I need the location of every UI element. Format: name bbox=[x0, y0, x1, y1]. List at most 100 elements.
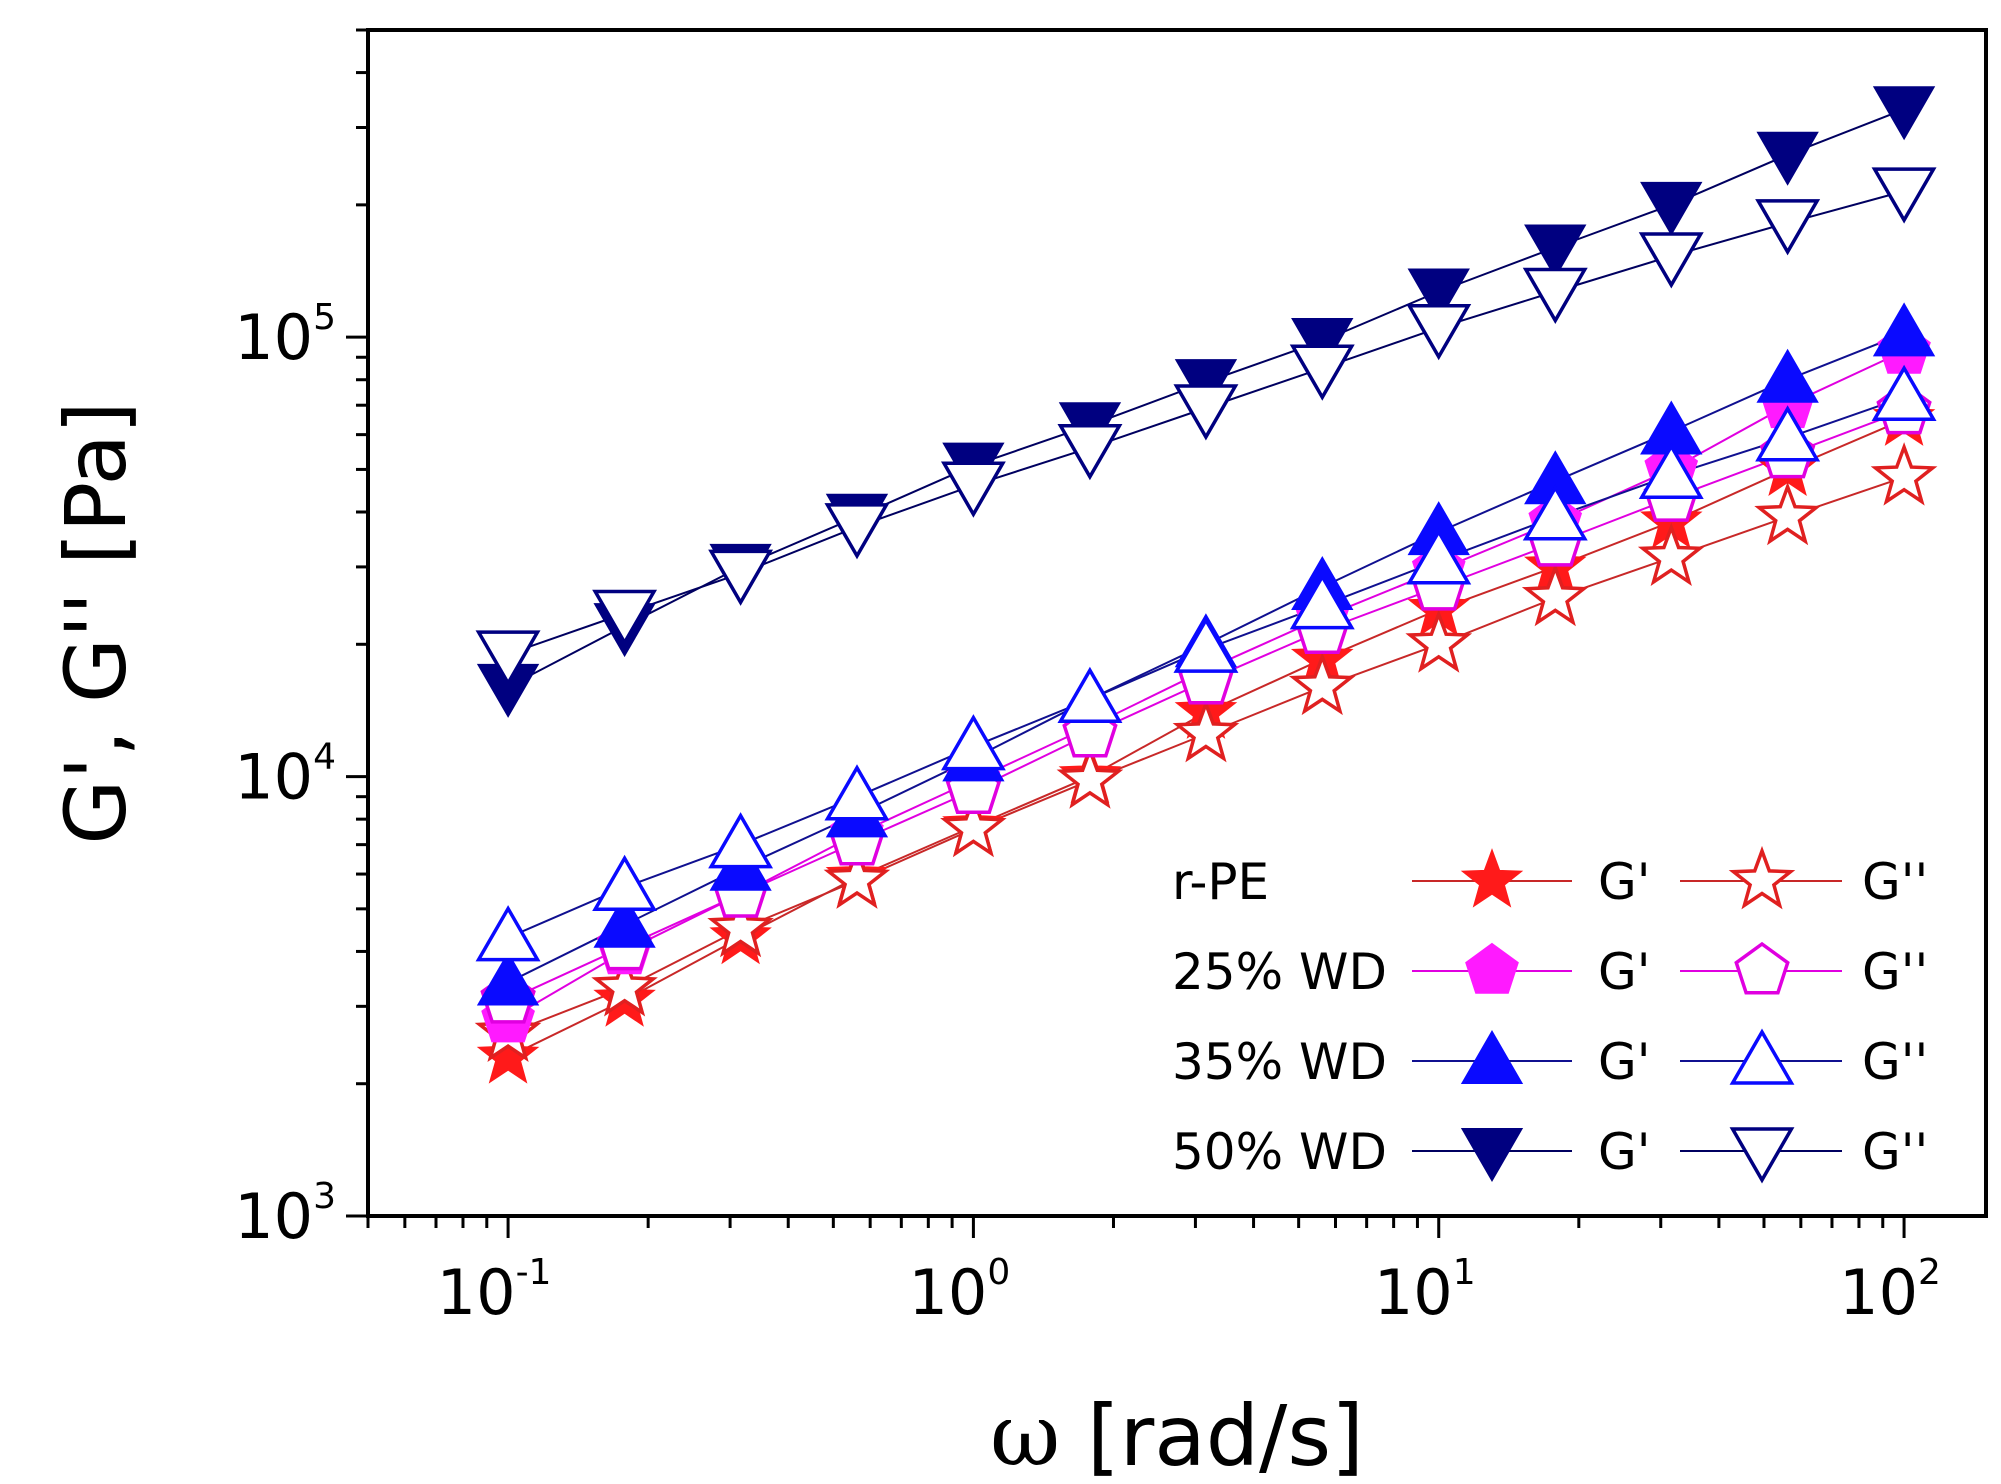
legend-row: 25% WD G' G'' bbox=[1172, 941, 1928, 1001]
series-points bbox=[475, 167, 1937, 687]
data-point bbox=[592, 854, 658, 911]
data-point bbox=[1756, 131, 1819, 186]
legend-marker bbox=[1728, 845, 1796, 910]
data-point bbox=[823, 845, 891, 909]
legend-group-label: 35% WD bbox=[1172, 1033, 1387, 1091]
legend-gp-label: G' bbox=[1598, 943, 1651, 1001]
data-point bbox=[591, 953, 658, 1017]
y-tick-base: 10 bbox=[234, 741, 313, 814]
data-point bbox=[708, 812, 774, 869]
data-point bbox=[1637, 522, 1705, 587]
legend-marker bbox=[1729, 1028, 1795, 1085]
data-point bbox=[708, 549, 774, 606]
y-tick-exponent: 4 bbox=[313, 737, 336, 778]
y-tick-base: 10 bbox=[234, 1180, 313, 1253]
data-point bbox=[1172, 698, 1240, 763]
data-point bbox=[824, 503, 890, 560]
legend-marker bbox=[1460, 848, 1524, 908]
minor-ticks bbox=[356, 28, 1885, 1228]
plot-frame bbox=[366, 28, 1988, 1218]
y-tick-exponent: 5 bbox=[313, 297, 336, 338]
data-point bbox=[940, 714, 1006, 771]
data-point bbox=[475, 630, 541, 687]
data-point bbox=[1872, 302, 1936, 357]
x-tick-exponent: 2 bbox=[1918, 1252, 1941, 1293]
x-tick-label: 100 bbox=[908, 1252, 1010, 1329]
data-point bbox=[1289, 573, 1355, 630]
legend-gp-label: G' bbox=[1598, 853, 1651, 911]
x-tick-base: 10 bbox=[1839, 1256, 1918, 1329]
data-point bbox=[1289, 344, 1355, 401]
x-tick-label: 102 bbox=[1839, 1252, 1941, 1329]
legend-group-label: 25% WD bbox=[1172, 943, 1387, 1001]
legend-marker bbox=[1460, 1029, 1524, 1084]
data-point bbox=[476, 951, 540, 1006]
x-tick-base: 10 bbox=[908, 1256, 987, 1329]
series-points bbox=[475, 364, 1937, 962]
data-point bbox=[1173, 384, 1239, 441]
data-point bbox=[824, 764, 890, 821]
data-point bbox=[1754, 481, 1821, 546]
x-tick-exponent: -1 bbox=[516, 1252, 552, 1293]
data-point bbox=[1057, 666, 1123, 723]
legend: r-PE G' G'' 25% WD G' G'' 35% WD G' G'' 50% WD G' G… bbox=[1172, 845, 1928, 1184]
data-point bbox=[1056, 745, 1124, 809]
x-tick-label: 101 bbox=[1374, 1252, 1476, 1329]
data-point bbox=[1755, 405, 1821, 462]
legend-group-label: r-PE bbox=[1172, 853, 1269, 911]
data-point bbox=[1407, 268, 1470, 323]
y-axis-title: G', G'' [Pa] bbox=[47, 401, 145, 844]
series-points bbox=[480, 381, 1932, 1024]
data-point bbox=[1524, 224, 1587, 279]
legend-gpp-label: G'' bbox=[1862, 943, 1928, 1001]
data-point bbox=[475, 905, 541, 962]
data-point bbox=[1406, 304, 1472, 361]
data-point bbox=[1521, 562, 1589, 627]
data-point bbox=[1638, 442, 1704, 499]
data-point bbox=[592, 589, 658, 647]
x-tick-exponent: 0 bbox=[987, 1252, 1010, 1293]
legend-row: 50% WD G' G'' bbox=[1172, 1123, 1928, 1184]
legend-marker bbox=[1465, 942, 1519, 994]
x-tick-label: 10-1 bbox=[437, 1252, 552, 1329]
x-axis-title-symbol: ω bbox=[990, 1386, 1060, 1484]
y-tick-label: 103 bbox=[234, 1176, 336, 1253]
y-tick-exponent: 3 bbox=[313, 1176, 336, 1217]
data-point bbox=[1640, 181, 1703, 236]
legend-gpp-label: G'' bbox=[1862, 1123, 1928, 1181]
data-point bbox=[1522, 484, 1588, 541]
y-tick-base: 10 bbox=[234, 301, 313, 374]
data-point bbox=[1872, 86, 1936, 141]
legend-group-label: 50% WD bbox=[1172, 1123, 1387, 1181]
x-tick-base: 10 bbox=[1374, 1256, 1453, 1329]
data-point bbox=[1755, 199, 1821, 256]
data-point bbox=[1288, 651, 1356, 716]
data-point bbox=[1870, 442, 1938, 506]
data-point bbox=[1871, 364, 1937, 421]
data-point bbox=[476, 1024, 540, 1084]
legend-gp-label: G' bbox=[1598, 1033, 1651, 1091]
data-point bbox=[940, 461, 1006, 518]
major-ticks bbox=[346, 335, 1906, 1238]
data-point bbox=[1871, 167, 1937, 224]
legend-gp-label: G' bbox=[1598, 1123, 1651, 1181]
data-point bbox=[1057, 424, 1123, 481]
data-point bbox=[1756, 348, 1819, 403]
x-axis-title-unit: [rad/s] bbox=[1060, 1387, 1364, 1484]
legend-marker bbox=[1729, 1127, 1795, 1184]
legend-gpp-label: G'' bbox=[1862, 1033, 1928, 1091]
series-lines bbox=[507, 108, 1905, 1058]
data-point bbox=[940, 793, 1007, 858]
data-point bbox=[593, 893, 656, 948]
x-axis-title: ω [rad/s] bbox=[990, 1386, 1364, 1484]
x-tick-base: 10 bbox=[437, 1256, 516, 1329]
legend-row: r-PE G' G'' bbox=[1172, 845, 1928, 911]
data-point bbox=[1405, 609, 1473, 673]
legend-row: 35% WD G' G'' bbox=[1172, 1028, 1928, 1091]
legend-marker bbox=[1734, 941, 1790, 995]
legend-marker bbox=[1460, 1128, 1524, 1183]
legend-gpp-label: G'' bbox=[1862, 853, 1928, 911]
data-point bbox=[1173, 616, 1239, 673]
